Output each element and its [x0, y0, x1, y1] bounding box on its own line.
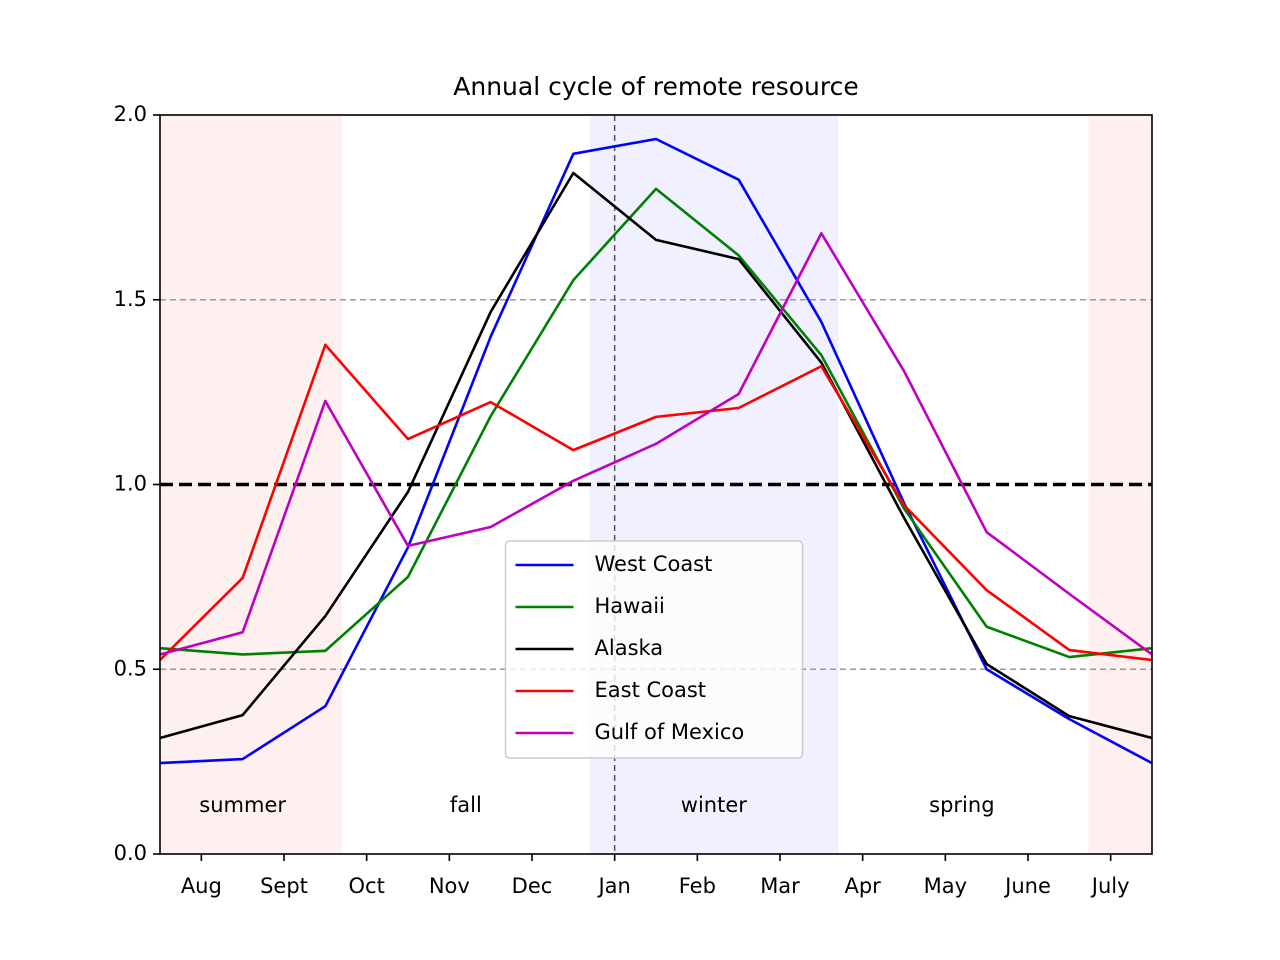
- series-line: [159, 171, 1153, 740]
- x-tick-label: Nov: [429, 874, 470, 898]
- legend-box: [504, 540, 804, 759]
- x-tick-label: May: [924, 874, 967, 898]
- y-tick-label: 0.0: [114, 841, 147, 865]
- x-tick-label: June: [1003, 874, 1051, 898]
- x-tick-label: Feb: [679, 874, 716, 898]
- season-label: winter: [681, 793, 747, 817]
- legend-label: Gulf of Mexico: [595, 720, 745, 744]
- x-tick-label: Dec: [512, 874, 553, 898]
- y-tick-label: 0.5: [114, 656, 147, 680]
- series-line: [159, 137, 1153, 765]
- legend-label: Alaska: [595, 636, 664, 660]
- x-tick-label: Sept: [260, 874, 308, 898]
- legend: West Coast Hawaii Alaska East Coast Gulf of …: [504, 540, 804, 759]
- legend-label: Hawaii: [595, 594, 665, 618]
- y-tick-label: 2.0: [114, 102, 147, 126]
- legend-label: East Coast: [595, 678, 707, 702]
- x-tick-label: Aug: [181, 874, 222, 898]
- y-tick-label: 1.0: [114, 472, 147, 496]
- series-line: [159, 187, 1153, 659]
- season-label: summer: [199, 793, 286, 817]
- series-line: [159, 343, 1153, 662]
- season-label: fall: [450, 793, 482, 817]
- chart-title: Annual cycle of remote resource: [453, 72, 858, 101]
- series-line: [159, 231, 1153, 656]
- x-tick-label: Apr: [844, 874, 881, 898]
- legend-label: West Coast: [595, 552, 713, 576]
- x-tick-label: Mar: [760, 874, 800, 898]
- y-tick-label: 1.5: [114, 287, 147, 311]
- x-tick-label: July: [1090, 874, 1130, 898]
- season-label: spring: [929, 793, 994, 817]
- x-tick-label: Jan: [596, 874, 630, 898]
- x-tick-label: Oct: [349, 874, 385, 898]
